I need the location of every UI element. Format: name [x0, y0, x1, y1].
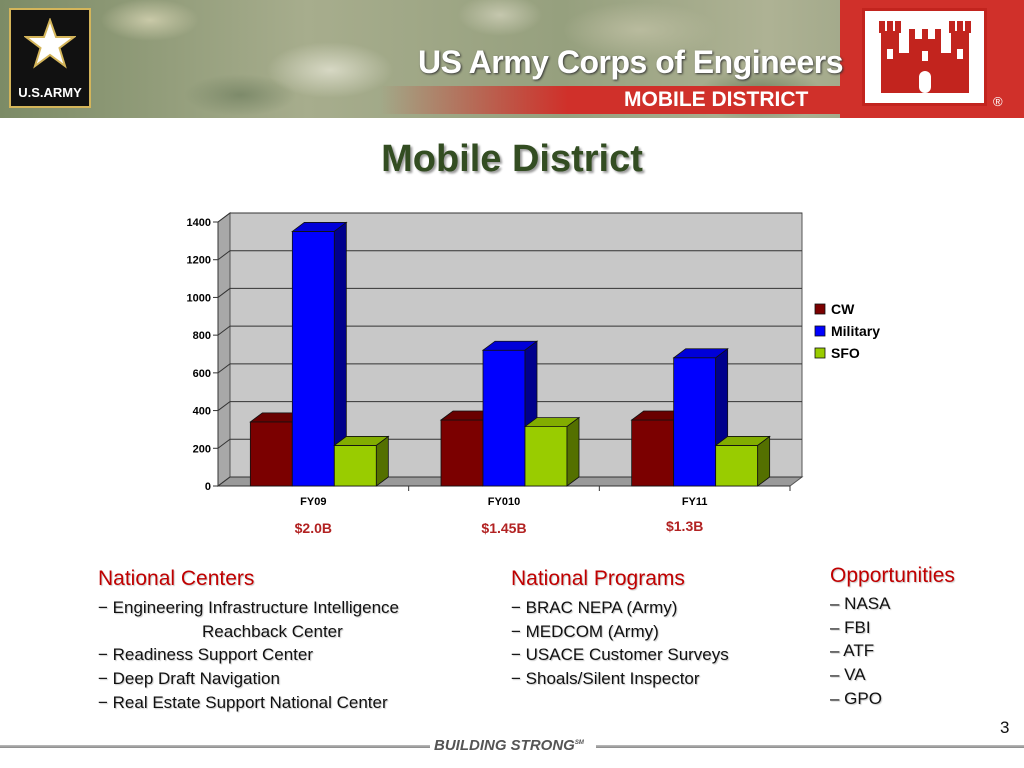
national-centers-item: − Deep Draft Navigation — [98, 669, 280, 688]
bar-sfo-front — [333, 445, 377, 487]
national-programs-item: − Shoals/Silent Inspector — [511, 669, 700, 688]
x-tick-label: FY11 — [682, 496, 708, 508]
bar-cw-front — [440, 419, 484, 487]
opportunities-item: – NASA — [830, 594, 891, 613]
plot-side-wall — [217, 212, 231, 487]
y-tick-label: 1200 — [187, 255, 211, 267]
y-tick-label: 0 — [205, 481, 211, 493]
legend-swatch-military — [814, 325, 826, 337]
x-axis-labels: FY09 FY010 FY11 — [300, 496, 707, 508]
bar-military-front — [291, 231, 335, 487]
legend-label-sfo: SFO — [831, 345, 860, 361]
national-centers-item: − Engineering Infrastructure Intelligenc… — [98, 598, 399, 617]
category-totals: $2.0B $1.45B $1.3B — [295, 518, 704, 536]
footer-slogan-text: BUILDING STRONG — [434, 737, 575, 754]
legend-label-cw: CW — [831, 301, 855, 317]
footer-rule-right — [596, 745, 1024, 748]
bar-sfo-front — [524, 426, 568, 487]
bar-military-front — [482, 349, 526, 487]
legend-label-military: Military — [831, 323, 880, 339]
castle-logo — [862, 8, 987, 106]
national-programs-item: − BRAC NEPA (Army) — [511, 598, 678, 617]
legend-swatch-sfo — [814, 347, 826, 359]
header-banner: U.S.ARMY US Army Corps of Engineers MOBI… — [0, 0, 1024, 118]
national-programs-item: − MEDCOM (Army) — [511, 622, 659, 641]
y-tick-label: 400 — [193, 406, 211, 418]
y-tick-label: 1000 — [187, 292, 211, 304]
gridline — [217, 250, 802, 261]
army-star-icon — [24, 18, 76, 69]
opportunities-item: – ATF — [830, 641, 875, 660]
national-centers-item: − Readiness Support Center — [98, 645, 313, 664]
us-army-logo: U.S.ARMY — [9, 8, 91, 108]
page-title: Mobile District — [381, 138, 643, 180]
x-tick-label: FY09 — [300, 496, 326, 508]
registered-mark: ® — [993, 94, 1003, 109]
gridline — [217, 212, 802, 223]
national-centers-item: Reachback Center — [202, 622, 343, 641]
bar-cw-front — [249, 421, 293, 487]
castle-icon — [879, 21, 971, 93]
y-axis-labels: 0 200 400 600 800 1000 1200 1400 — [187, 217, 211, 493]
legend-swatch-cw — [814, 303, 826, 315]
y-tick-label: 600 — [193, 368, 211, 380]
category-total-label: $2.0B — [295, 520, 332, 536]
footer-slogan: BUILDING STRONGSM — [434, 737, 584, 754]
x-tick-label: FY010 — [488, 496, 520, 508]
category-total-label: $1.3B — [666, 518, 703, 534]
bar-sfo-front — [715, 445, 759, 487]
opportunities-heading: Opportunities — [830, 564, 955, 587]
bar-military-front — [673, 357, 717, 487]
national-programs-heading: National Programs — [511, 567, 685, 590]
header-red-stripe — [380, 86, 850, 114]
opportunities-item: – FBI — [830, 618, 871, 637]
org-name: US Army Corps of Engineers — [418, 44, 844, 80]
page-number: 3 — [1000, 718, 1010, 737]
bar-sfo-side — [757, 435, 771, 487]
bar-sfo-side — [566, 416, 580, 487]
opportunities-item: – VA — [830, 665, 866, 684]
army-badge-text: U.S.ARMY — [18, 85, 82, 100]
bar-sfo-side — [375, 435, 389, 487]
footer-rule-left — [0, 745, 430, 748]
gridline — [217, 476, 802, 487]
national-centers-heading: National Centers — [98, 567, 255, 590]
y-tick-label: 1400 — [187, 217, 211, 229]
legend: CW Military SFO — [814, 301, 880, 361]
gridline — [217, 438, 802, 449]
national-programs-item: − USACE Customer Surveys — [511, 645, 729, 664]
y-tick-label: 800 — [193, 330, 211, 342]
footer-slogan-mark: SM — [574, 740, 584, 746]
gridlines — [213, 212, 802, 491]
bars — [249, 221, 771, 487]
gridline — [217, 401, 802, 411]
opportunities-item: – GPO — [830, 689, 882, 708]
category-total-label: $1.45B — [481, 520, 526, 536]
bar-cw-front — [631, 419, 675, 487]
gridline — [217, 287, 802, 298]
national-centers-item: − Real Estate Support National Center — [98, 693, 388, 712]
y-tick-label: 200 — [193, 443, 211, 455]
gridline — [217, 363, 802, 374]
district-name: MOBILE DISTRICT — [624, 88, 809, 111]
gridline — [217, 325, 802, 336]
